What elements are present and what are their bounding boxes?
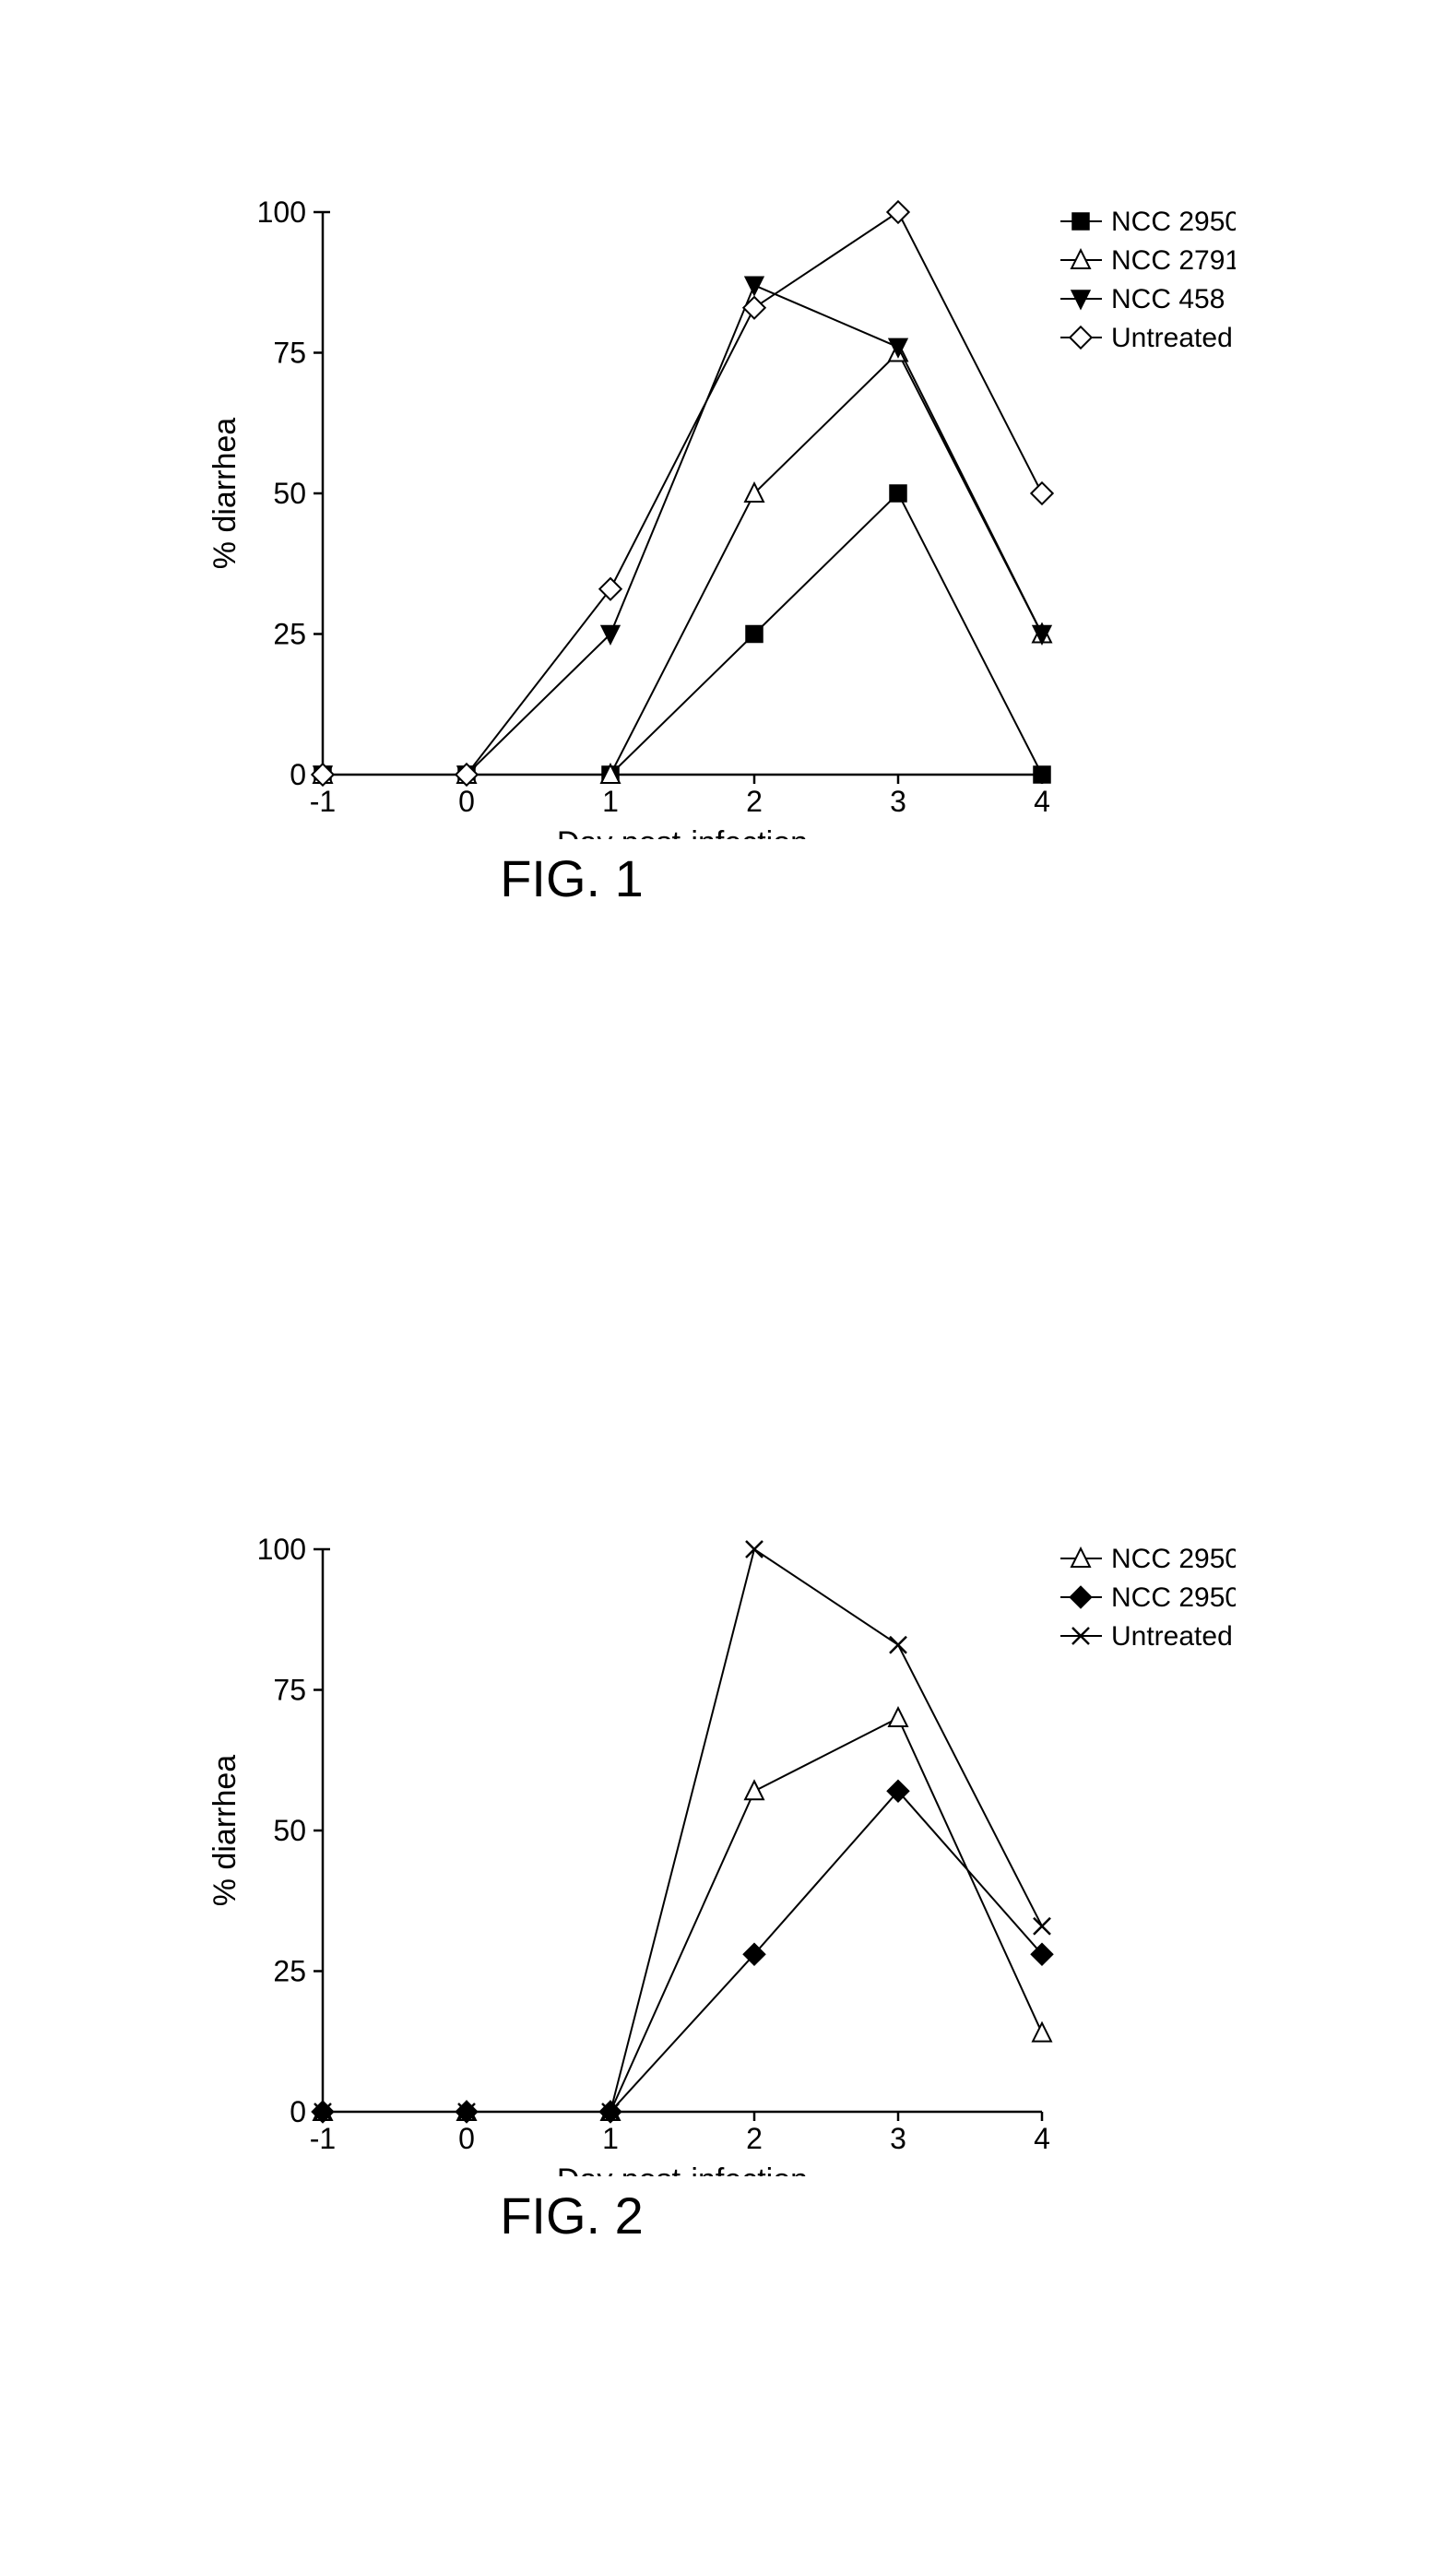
- svg-text:Day post-infection: Day post-infection: [557, 2162, 808, 2176]
- svg-text:NCC 2950 H: NCC 2950 H: [1111, 1544, 1236, 1574]
- svg-text:% diarrhea: % diarrhea: [207, 418, 243, 570]
- svg-text:100: 100: [257, 1533, 306, 1566]
- caption-fig2: FIG. 2: [18, 2186, 1125, 2245]
- svg-text:-1: -1: [310, 785, 336, 818]
- caption-fig1: FIG. 1: [18, 848, 1125, 908]
- svg-text:3: 3: [890, 785, 906, 818]
- svg-text:75: 75: [273, 337, 306, 370]
- chart-fig1: 0255075100-101234Day post-infection% dia…: [129, 92, 1236, 839]
- svg-text:0: 0: [458, 785, 475, 818]
- svg-text:2: 2: [746, 2122, 763, 2155]
- svg-text:1: 1: [602, 2122, 619, 2155]
- svg-text:25: 25: [273, 1955, 306, 1988]
- figure-1: 0255075100-101234Day post-infection% dia…: [129, 92, 1236, 908]
- svg-text:4: 4: [1034, 785, 1050, 818]
- svg-text:1: 1: [602, 785, 619, 818]
- svg-text:% diarrhea: % diarrhea: [207, 1755, 243, 1907]
- svg-text:-1: -1: [310, 2122, 336, 2155]
- svg-text:100: 100: [257, 195, 306, 229]
- svg-text:3: 3: [890, 2122, 906, 2155]
- svg-text:75: 75: [273, 1674, 306, 1707]
- chart-fig2: 0255075100-101234Day post-infection% dia…: [129, 1429, 1236, 2176]
- svg-text:NCC 2791: NCC 2791: [1111, 245, 1236, 276]
- figure-2: 0255075100-101234Day post-infection% dia…: [129, 1429, 1236, 2245]
- svg-text:25: 25: [273, 618, 306, 651]
- svg-text:Day post-infection: Day post-infection: [557, 825, 808, 839]
- svg-text:0: 0: [290, 2095, 306, 2128]
- svg-text:Untreated: Untreated: [1111, 323, 1233, 353]
- svg-text:50: 50: [273, 1814, 306, 1847]
- svg-text:Untreated: Untreated: [1111, 1621, 1233, 1652]
- svg-text:4: 4: [1034, 2122, 1050, 2155]
- svg-text:50: 50: [273, 477, 306, 510]
- svg-text:NCC 458: NCC 458: [1111, 284, 1225, 314]
- page-root: 0255075100-101234Day post-infection% dia…: [0, 0, 1456, 2571]
- svg-text:NCC 2950: NCC 2950: [1111, 207, 1236, 237]
- svg-text:2: 2: [746, 785, 763, 818]
- svg-text:0: 0: [458, 2122, 475, 2155]
- svg-text:NCC 2950 L: NCC 2950 L: [1111, 1582, 1236, 1613]
- svg-text:0: 0: [290, 758, 306, 791]
